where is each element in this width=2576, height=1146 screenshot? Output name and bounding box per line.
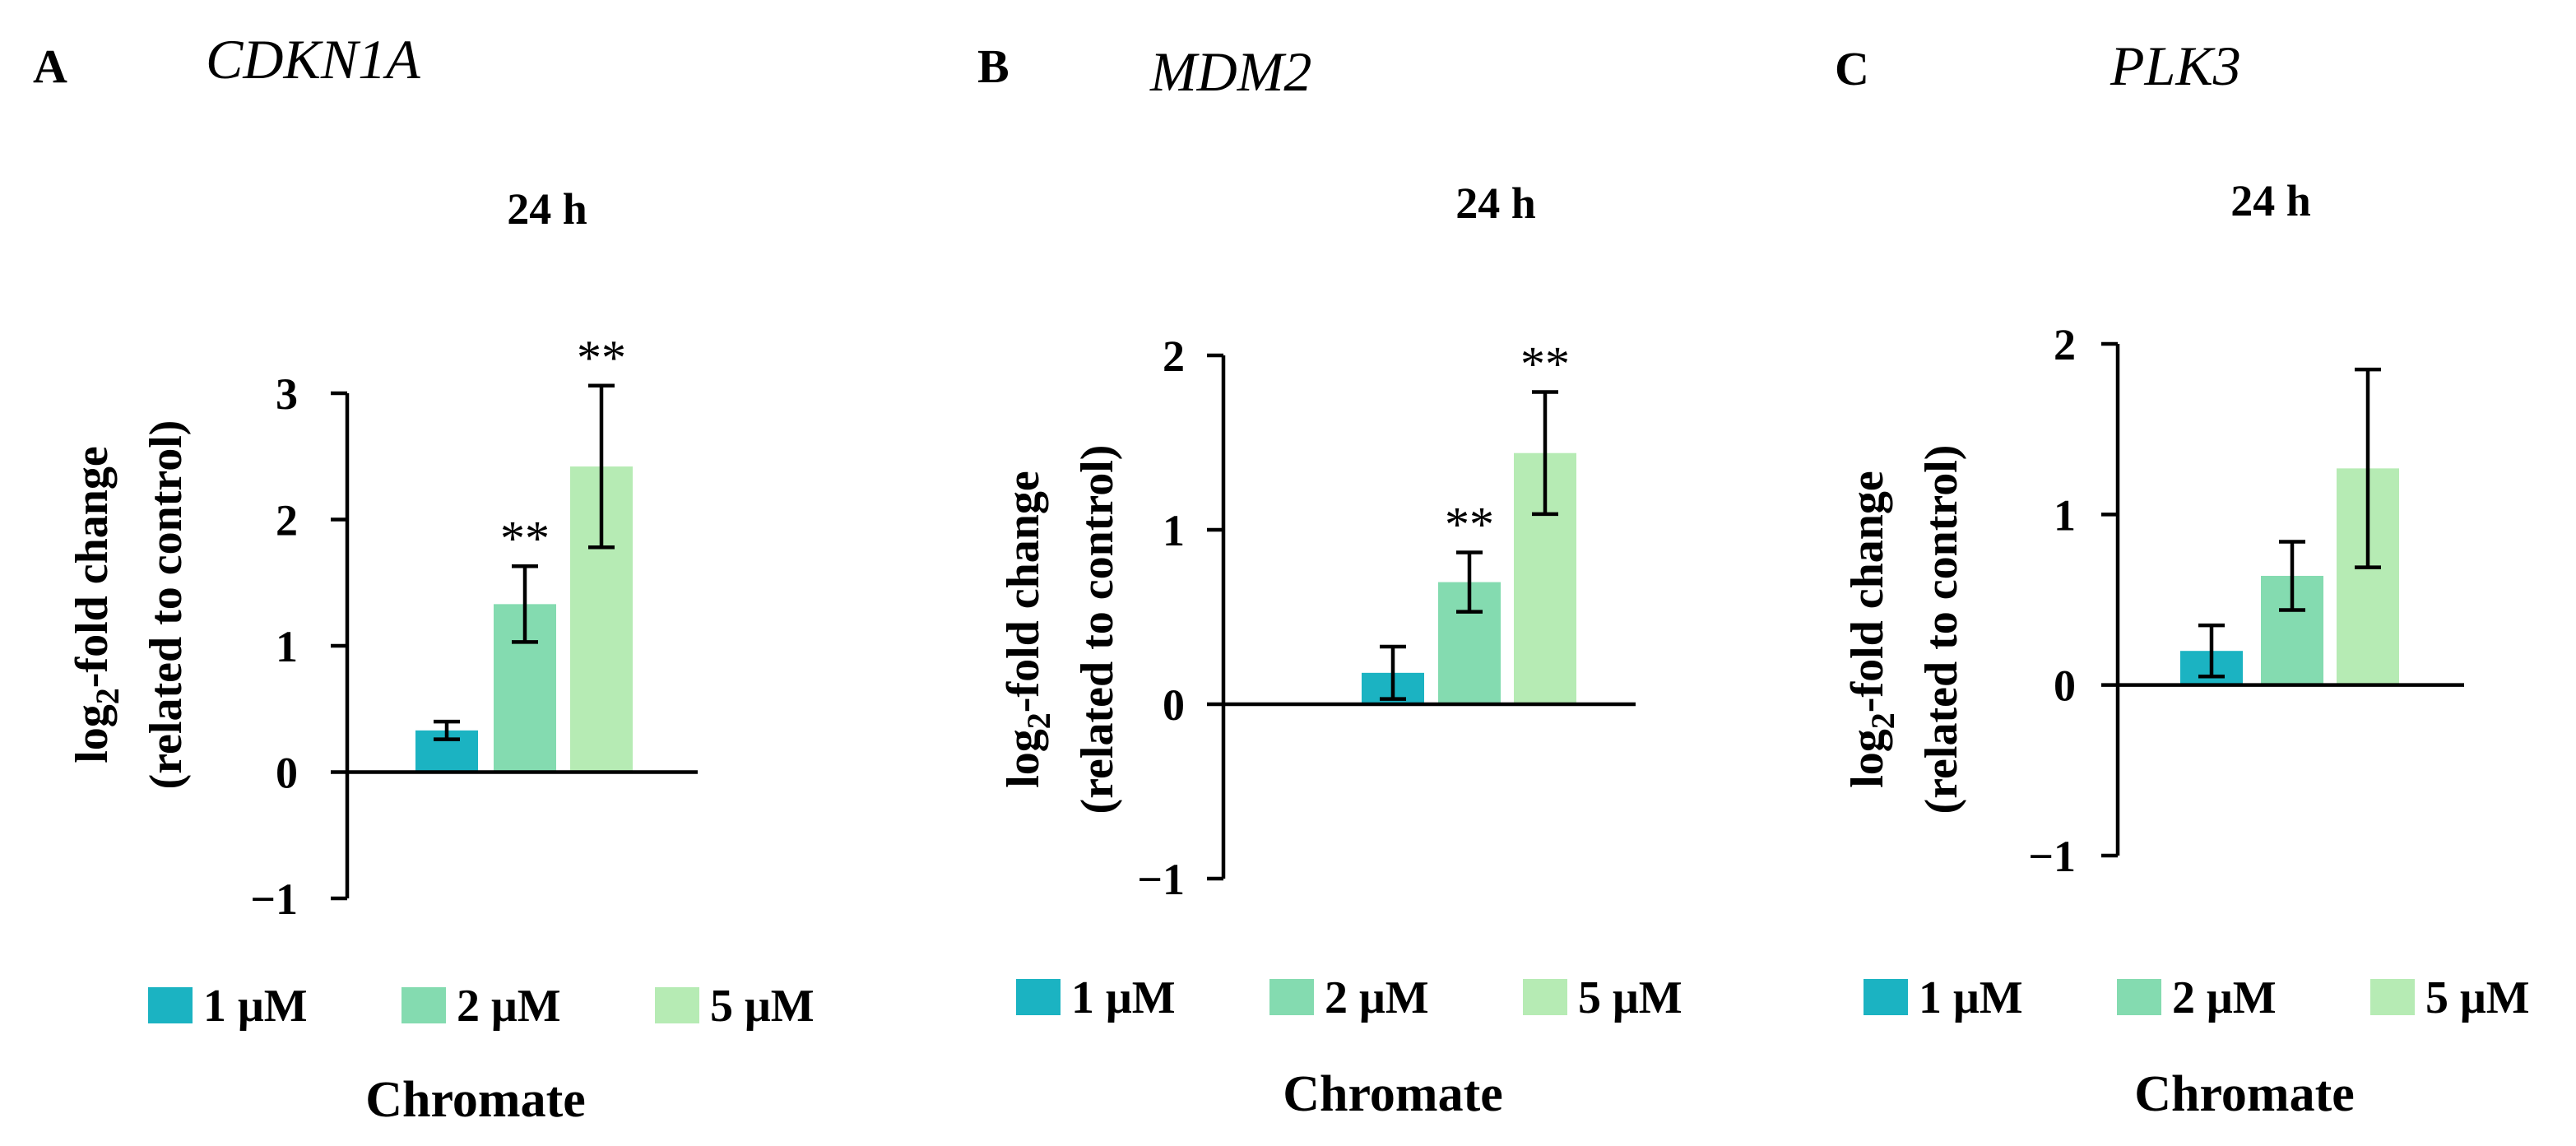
legend-label-2um: 2 μM — [2172, 972, 2277, 1023]
panel-c: C PLK3 24 h log2-fold change (related to… — [1835, 35, 2530, 1122]
y-tick-label: −1 — [250, 875, 298, 924]
legend-swatch-1um — [1864, 979, 1908, 1015]
panel-a: A CDKN1A 24 h log2-fold change (related … — [33, 28, 815, 1128]
gene-title: PLK3 — [2110, 35, 2241, 97]
y-tick-label: 0 — [1163, 680, 1185, 730]
y-axis-label-line2: (related to control) — [141, 420, 192, 790]
y-axis-label-line1: log2-fold change — [998, 471, 1057, 788]
y-axis-label-line1: log2-fold change — [67, 446, 126, 763]
y-tick-label: −1 — [1137, 855, 1185, 904]
legend-swatch-2um — [2117, 979, 2161, 1015]
y-tick-label: 2 — [1163, 332, 1185, 381]
y-tick-label: 1 — [276, 622, 298, 671]
legend-title: Chromate — [365, 1072, 585, 1128]
legend-label-2um: 2 μM — [1325, 972, 1429, 1023]
y-tick-label: 1 — [1163, 506, 1185, 555]
significance-label: ** — [1445, 498, 1494, 552]
y-axis-label-line1: log2-fold change — [1842, 471, 1901, 788]
legend-label-2um: 2 μM — [457, 981, 561, 1032]
panel-b: B MDM2 24 h log2-fold change (related to… — [977, 39, 1683, 1122]
legend-label-1um: 1 μM — [1919, 972, 2023, 1023]
y-tick-label: 2 — [276, 496, 298, 545]
legend: 1 μM 2 μM 5 μM — [1864, 972, 2530, 1023]
legend-swatch-1um — [1016, 979, 1061, 1015]
significance-label: ** — [1520, 337, 1570, 392]
y-axis-label-line2: (related to control) — [1916, 445, 1967, 814]
timepoint-label: 24 h — [2230, 176, 2311, 225]
legend-label-1um: 1 μM — [1071, 972, 1176, 1023]
plot-area: −1 0 1 2 — [2028, 320, 2464, 881]
legend-swatch-5um — [1523, 979, 1567, 1015]
plot-area: −1 0 1 2 ** ** — [1137, 332, 1636, 904]
legend-swatch-5um — [2370, 979, 2415, 1015]
legend-label-5um: 5 μM — [710, 981, 815, 1032]
panel-letter: A — [33, 39, 67, 93]
timepoint-label: 24 h — [507, 184, 587, 234]
legend-label-1um: 1 μM — [203, 981, 308, 1032]
legend: 1 μM 2 μM 5 μM — [148, 981, 815, 1032]
y-tick-label: 3 — [276, 369, 298, 419]
timepoint-label: 24 h — [1455, 179, 1536, 228]
legend-swatch-2um — [1269, 979, 1314, 1015]
panel-letter: C — [1835, 42, 1869, 95]
y-axis-label-line2: (related to control) — [1072, 445, 1123, 814]
panel-letter: B — [977, 39, 1010, 93]
legend-swatch-2um — [401, 987, 446, 1023]
legend: 1 μM 2 μM 5 μM — [1016, 972, 1683, 1023]
gene-title: CDKN1A — [206, 28, 420, 90]
legend-swatch-5um — [655, 987, 699, 1023]
legend-title: Chromate — [1283, 1066, 1502, 1122]
legend-label-5um: 5 μM — [2425, 972, 2530, 1023]
legend-swatch-1um — [148, 987, 193, 1023]
y-tick-label: 0 — [276, 749, 298, 798]
y-tick-label: −1 — [2028, 832, 2076, 881]
significance-label: ** — [577, 331, 626, 385]
y-tick-label: 2 — [2054, 320, 2076, 369]
legend-label-5um: 5 μM — [1578, 972, 1683, 1023]
legend-title: Chromate — [2134, 1066, 2354, 1122]
plot-area: −1 0 1 2 3 ** ** — [250, 331, 698, 924]
y-tick-label: 0 — [2054, 661, 2076, 711]
significance-label: ** — [500, 511, 550, 565]
gene-title: MDM2 — [1149, 40, 1311, 103]
y-tick-label: 1 — [2054, 490, 2076, 540]
